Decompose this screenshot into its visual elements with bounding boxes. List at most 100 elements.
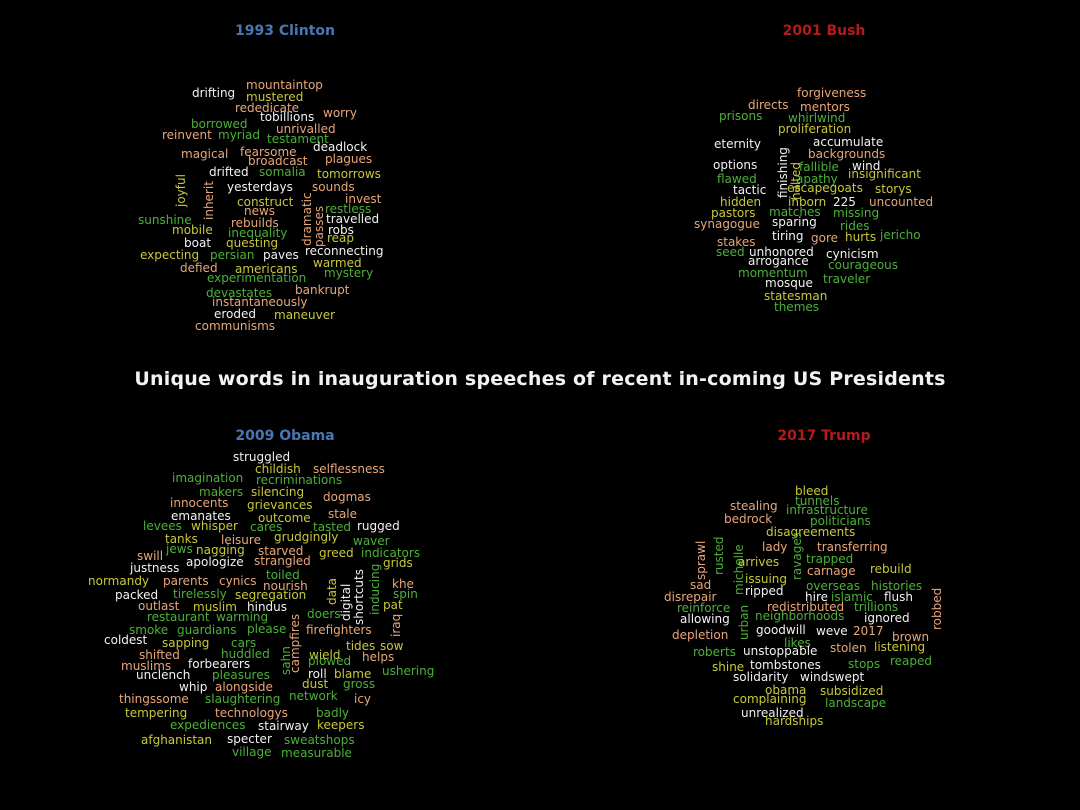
word: apologize [186,555,244,569]
word: greed [319,546,354,560]
word: restaurant [147,610,210,624]
word: tempering [125,706,188,720]
word: momentum [738,266,808,280]
word: lady [762,540,788,554]
word: 2017 [853,624,884,638]
word: recriminations [256,473,343,487]
word: dust [302,677,329,691]
word: eroded [214,307,257,321]
word: experimentation [207,271,307,285]
word: shine [712,660,745,674]
word: synagogue [694,217,760,231]
word: depletion [672,628,729,642]
word: unrivalled [276,122,336,136]
word: histories [871,579,923,593]
word: hire [805,590,828,604]
word: robs [328,223,354,237]
word: mosque [765,276,813,290]
word: carnage [807,564,856,578]
word: communisms [195,319,276,333]
word: options [713,158,758,172]
word: tombstones [750,658,821,672]
word: stolen [830,641,867,655]
word: reap [327,231,355,245]
word: tiring [772,229,804,243]
word: hardships [765,714,824,728]
word: sprawl [694,540,708,580]
word: makers [199,485,244,499]
word: smoke [129,623,169,637]
word: subsidized [820,684,884,698]
word: listening [874,640,926,654]
word: sounds [312,180,355,194]
word: forgiveness [797,86,867,100]
word: mobile [172,223,213,237]
word: courageous [828,258,899,272]
word: construct [237,195,294,209]
word: boat [184,236,212,250]
word: ravages [790,532,804,580]
word: politicians [810,514,871,528]
word: sparing [772,215,817,229]
word: rusted [712,536,726,576]
word: arrives [738,555,780,569]
cloud-title: 1993 Clinton [235,23,335,39]
word: rebuild [870,562,912,576]
word: keepers [317,718,365,732]
word: seed [716,245,745,259]
word: robbed [930,587,944,630]
word: reinforce [677,601,731,615]
word: measurable [281,746,352,760]
word: complaining [733,692,807,706]
word: tanks [165,532,198,546]
word: tobillions [260,110,315,124]
word: sad [690,578,712,592]
word: ignored [864,611,910,625]
word: please [247,622,287,636]
word: trapped [806,552,854,566]
word: instantaneously [212,295,308,309]
word: cynicism [826,247,879,261]
word: urban [737,604,751,640]
word: statesman [764,289,828,303]
word: brown [892,630,930,644]
word: backgrounds [808,147,886,161]
word: roll [308,667,327,681]
word: firefighters [306,623,372,637]
word: themes [774,300,820,314]
cloud-title: 2001 Bush [782,23,866,39]
word: thingssome [119,692,189,706]
word: inborn [788,195,827,209]
word: proliferation [778,122,852,136]
word: apathy [796,172,838,186]
word: grudgingly [274,530,339,544]
word: broadcast [248,154,308,168]
word: packed [115,588,159,602]
word: swill [137,549,164,563]
word: parents [163,574,209,588]
word: overseas [806,579,860,593]
word: prisons [719,109,763,123]
cloud-title: 2017 Trump [777,428,871,444]
word: slaughtering [205,692,281,706]
word: struggled [233,450,291,464]
word: tirelessly [173,587,227,601]
word: expediences [170,718,246,732]
word: weve [816,624,848,638]
word: inequality [228,226,288,240]
word: innocents [170,496,229,510]
word: insignificant [848,167,921,181]
word: emanates [171,509,231,523]
word: americans [235,262,298,276]
word: grids [383,556,413,570]
main-title: Unique words in inauguration speeches of… [134,368,946,390]
word: leisure [221,533,261,547]
word: grievances [247,498,313,512]
word: whip [179,680,208,694]
word: wield [309,648,341,662]
word: afghanistan [141,733,213,747]
word: directs [748,98,789,112]
